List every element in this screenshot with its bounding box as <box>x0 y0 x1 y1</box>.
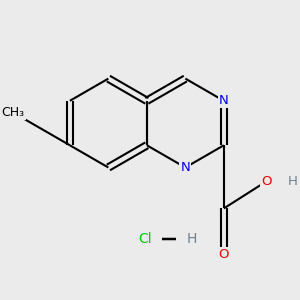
Text: CH₃: CH₃ <box>2 106 25 119</box>
Text: O: O <box>219 248 229 261</box>
Text: N: N <box>181 161 190 174</box>
Text: H: H <box>186 232 197 245</box>
Text: H: H <box>288 175 298 188</box>
Text: Cl: Cl <box>139 232 152 245</box>
Text: O: O <box>261 175 272 188</box>
Text: N: N <box>219 94 229 107</box>
